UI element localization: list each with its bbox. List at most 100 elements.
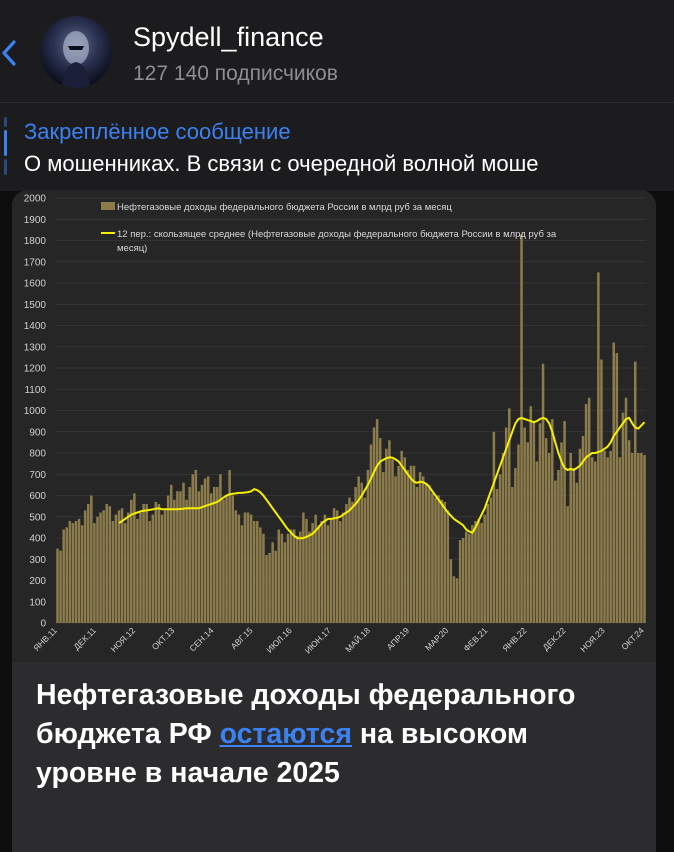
bar xyxy=(538,423,542,623)
bar xyxy=(575,482,579,623)
bar xyxy=(191,474,195,623)
bar xyxy=(569,453,572,623)
bar xyxy=(111,521,115,623)
moving-average-line xyxy=(118,416,646,540)
bar xyxy=(209,493,213,623)
bar xyxy=(145,504,148,623)
bar xyxy=(489,497,493,623)
bar xyxy=(603,450,606,623)
bar xyxy=(286,533,290,623)
bar xyxy=(317,525,320,623)
revenue-chart-image[interactable]: 0 100 200 300 400 500 600 700 800 900 1000 1100 1200… xyxy=(12,190,656,662)
bar xyxy=(216,487,219,623)
bar xyxy=(268,552,271,623)
bar xyxy=(71,523,75,623)
bar xyxy=(351,501,354,623)
bar xyxy=(332,508,336,623)
bar xyxy=(302,512,305,623)
bar xyxy=(584,404,588,623)
bar xyxy=(437,495,440,623)
bar xyxy=(492,431,496,623)
back-chevron-icon[interactable] xyxy=(0,38,18,68)
bar xyxy=(262,533,265,623)
bar xyxy=(637,453,640,623)
bar xyxy=(428,484,431,623)
bar xyxy=(295,535,299,623)
bar xyxy=(299,531,302,623)
bar xyxy=(87,504,90,623)
bar xyxy=(560,442,563,623)
bar xyxy=(431,493,434,623)
bar xyxy=(160,514,164,623)
message-caption: Нефтегазовые доходы федерального бюджета… xyxy=(36,676,636,793)
bar xyxy=(274,550,277,623)
bar xyxy=(154,501,158,623)
bar xyxy=(403,457,407,623)
bar xyxy=(458,540,462,623)
bar xyxy=(292,529,296,623)
bar xyxy=(136,518,139,623)
y-tick-label: 1800 xyxy=(24,236,47,247)
bar xyxy=(203,478,207,623)
bar xyxy=(311,523,314,623)
bar xyxy=(449,559,453,623)
bar xyxy=(249,514,253,623)
y-tick-label: 1400 xyxy=(24,321,47,332)
bar xyxy=(452,576,456,623)
pinned-message-bar[interactable]: Закреплённое сообщение О мошенниках. В с… xyxy=(0,102,674,191)
pinned-indicator xyxy=(4,117,8,181)
caption-link[interactable]: остаются xyxy=(219,718,352,750)
bar xyxy=(581,436,585,623)
bar xyxy=(421,476,425,623)
chat-header: Spydell_finance 127 140 подписчиков xyxy=(0,0,674,102)
bar xyxy=(535,461,539,623)
bar xyxy=(609,450,612,623)
bar xyxy=(501,453,505,623)
bar xyxy=(486,504,490,623)
bar xyxy=(391,459,394,623)
y-tick-label: 1700 xyxy=(24,257,47,268)
bar xyxy=(93,523,96,623)
bar xyxy=(120,508,124,623)
bar xyxy=(246,512,250,623)
bar xyxy=(277,529,281,623)
bar xyxy=(240,525,244,623)
bar xyxy=(225,495,228,623)
bar xyxy=(185,499,188,623)
bar xyxy=(385,448,388,623)
bar xyxy=(139,512,142,623)
bar xyxy=(123,523,127,623)
channel-avatar[interactable] xyxy=(40,16,112,88)
caption-text-1: Нефтегазовые доходы федерального бюджета… xyxy=(36,679,576,750)
y-tick-label: 300 xyxy=(29,555,46,566)
bar xyxy=(308,531,311,623)
channel-title[interactable]: Spydell_finance xyxy=(133,22,324,52)
bar xyxy=(166,495,170,623)
bar xyxy=(455,578,459,623)
bar xyxy=(397,465,400,623)
bar xyxy=(259,527,262,623)
bar xyxy=(271,542,274,623)
bar xyxy=(148,521,151,623)
bar xyxy=(99,512,102,623)
bar xyxy=(468,533,471,623)
bar xyxy=(372,427,376,623)
bar xyxy=(627,440,631,623)
bar xyxy=(600,359,603,623)
bar xyxy=(345,504,348,623)
bar xyxy=(105,504,108,623)
bar xyxy=(117,510,121,623)
bar xyxy=(360,482,364,623)
y-tick-label: 1200 xyxy=(24,364,47,375)
bar xyxy=(243,512,247,623)
bar xyxy=(630,453,634,623)
bar xyxy=(206,476,210,623)
bar xyxy=(323,514,327,623)
bar xyxy=(283,542,287,623)
bar xyxy=(446,510,450,623)
y-tick-label: 2000 xyxy=(24,194,47,205)
bar xyxy=(624,397,628,623)
bar xyxy=(151,514,155,623)
y-tick-label: 1900 xyxy=(24,215,47,226)
bar xyxy=(606,457,609,623)
